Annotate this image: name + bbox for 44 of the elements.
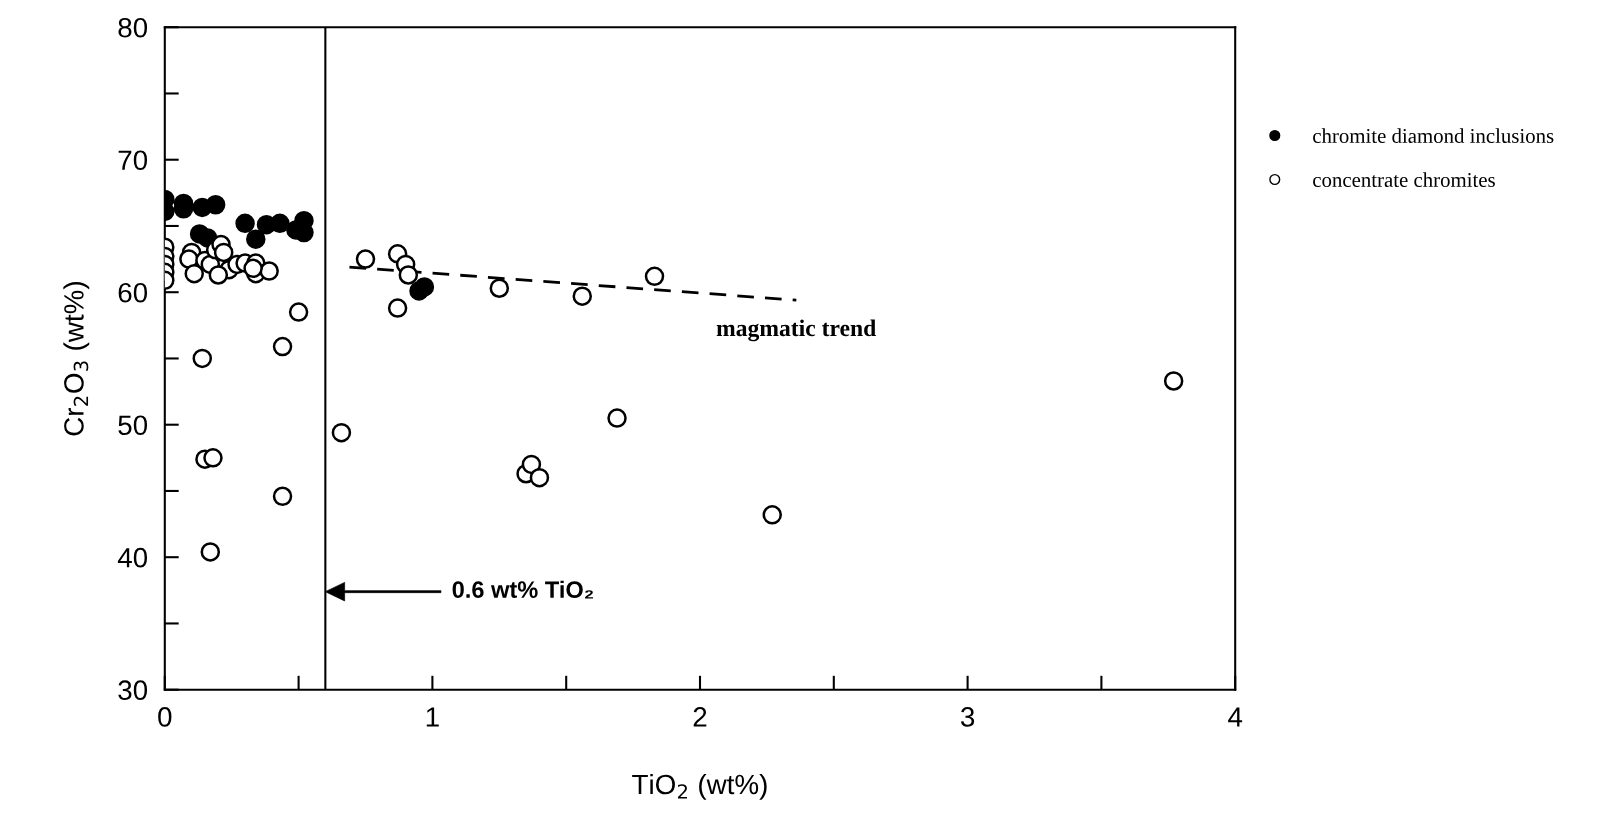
- y-axis-title: Cr$_{2}$O$_{3}$ (wt%): [63, 282, 90, 436]
- point: [762, 505, 783, 525]
- y-tick-label: 60: [118, 282, 148, 303]
- point: [387, 298, 408, 318]
- point: [235, 213, 255, 234]
- point: [572, 286, 593, 306]
- point: [203, 448, 223, 468]
- point: [184, 263, 204, 284]
- point: [205, 195, 226, 215]
- x-tick-label: 3: [960, 707, 975, 727]
- x-tick-label: 0: [158, 707, 172, 727]
- point: [529, 467, 550, 488]
- point: [607, 408, 627, 428]
- point: [259, 261, 279, 281]
- annotation: magmatic trend: [716, 319, 877, 342]
- x-tick-label: 1: [426, 707, 439, 727]
- point: [243, 258, 263, 279]
- y-tick-label: 80: [118, 17, 148, 38]
- legend-label: chromite diamond inclusions: [1313, 128, 1554, 143]
- point: [355, 249, 376, 269]
- x-tick-label: 4: [1228, 707, 1243, 727]
- point: [192, 348, 213, 369]
- legend-label: concentrate chromites: [1313, 172, 1495, 188]
- point: [246, 229, 266, 249]
- y-tick-label: 30: [118, 680, 148, 701]
- point: [489, 278, 510, 298]
- annotation: 0.6 wt% TiO₂: [452, 580, 594, 599]
- point: [288, 302, 309, 322]
- y-tick-label: 40: [117, 547, 148, 568]
- point: [200, 542, 221, 562]
- point: [208, 265, 229, 285]
- point: [272, 486, 293, 507]
- point: [270, 213, 290, 234]
- point: [331, 422, 352, 443]
- point: [644, 266, 665, 287]
- point: [398, 265, 419, 285]
- x-axis-title: TiO$_{2}$ (wt%): [632, 773, 767, 800]
- y-tick-label: 70: [118, 150, 148, 171]
- point: [1163, 371, 1184, 391]
- point: [414, 277, 435, 297]
- y-tick-label: 50: [118, 415, 148, 436]
- point: [272, 336, 293, 357]
- x-tick-label: 2: [693, 707, 707, 727]
- point: [213, 242, 234, 263]
